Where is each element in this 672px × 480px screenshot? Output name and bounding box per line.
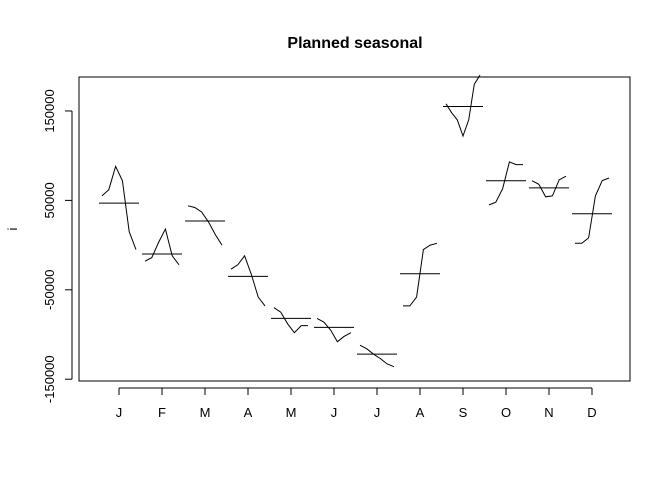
month-subseries-line [403, 242, 438, 307]
month-subseries-line [488, 161, 523, 206]
month-subseries-line [101, 164, 137, 250]
x-tick-label: A [416, 405, 425, 420]
y-tick-label: -150000 [42, 355, 57, 403]
month-subseries-line [531, 175, 567, 198]
month-subseries-line [359, 344, 395, 368]
y-axis-label: i [5, 227, 20, 230]
x-tick-label: F [158, 405, 166, 420]
month-subseries-line [445, 74, 481, 138]
x-tick-label: J [116, 405, 123, 420]
x-tick-label: O [501, 405, 511, 420]
month-subseries-line [273, 307, 308, 334]
y-axis: -150000 -50000 50000 150000 [42, 89, 73, 403]
x-tick-label: M [286, 405, 297, 420]
y-tick-label: 50000 [42, 182, 57, 218]
data-series [99, 74, 612, 368]
x-tick-label: J [374, 405, 381, 420]
month-subseries-line [316, 317, 352, 343]
y-tick-label: -50000 [42, 270, 57, 310]
x-tick-label: A [244, 405, 253, 420]
month-subseries-line [230, 254, 266, 307]
y-tick-label: 150000 [42, 89, 57, 132]
month-subseries-line [144, 227, 180, 266]
x-tick-label: M [200, 405, 211, 420]
month-subseries-line [575, 177, 610, 244]
x-tick-label: D [587, 405, 596, 420]
month-subseries-line [187, 205, 223, 246]
x-tick-label: J [331, 405, 338, 420]
chart-title: Planned seasonal [287, 35, 422, 52]
plot-frame [78, 76, 631, 382]
x-tick-label: N [544, 405, 553, 420]
x-tick-label: S [459, 405, 468, 420]
